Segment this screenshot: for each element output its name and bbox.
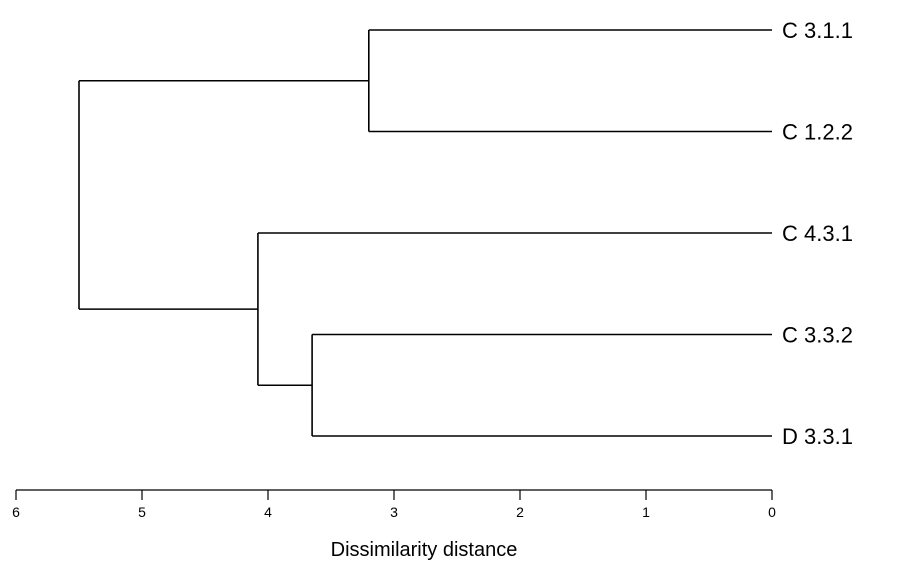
leaf-label: C 1.2.2 <box>782 120 853 145</box>
x-tick-label: 0 <box>768 504 776 520</box>
x-tick-label: 1 <box>642 504 650 520</box>
leaf-label: D 3.3.1 <box>782 424 853 449</box>
leaf-label: C 3.1.1 <box>782 18 853 43</box>
x-axis-title: Dissimilarity distance <box>331 539 518 561</box>
x-axis-ticks: 6 5 4 3 2 1 0 <box>12 490 776 520</box>
x-tick-label: 5 <box>138 504 146 520</box>
x-tick-label: 4 <box>264 504 272 520</box>
x-tick-label: 3 <box>390 504 398 520</box>
x-tick-label: 2 <box>516 504 524 520</box>
x-tick-label: 6 <box>12 504 20 520</box>
dendrogram-links <box>78 29 772 437</box>
leaf-labels: C 3.1.1 C 1.2.2 C 4.3.1 C 3.3.2 D 3.3.1 <box>782 18 853 449</box>
leaf-label: C 3.3.2 <box>782 323 853 348</box>
x-axis: 6 5 4 3 2 1 0 <box>12 489 776 520</box>
leaf-label: C 4.3.1 <box>782 221 853 246</box>
